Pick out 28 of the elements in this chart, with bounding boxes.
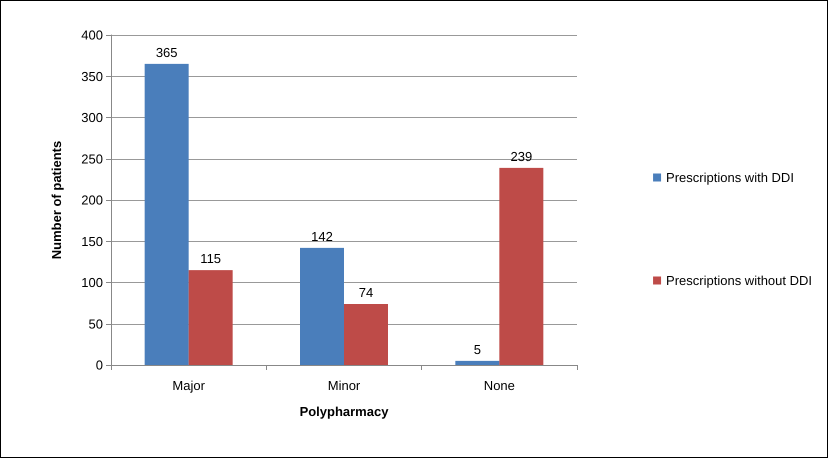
bar xyxy=(499,168,544,365)
data-label: 5 xyxy=(474,342,481,357)
y-tick-label: 350 xyxy=(81,68,103,84)
bar xyxy=(344,304,388,365)
data-label: 74 xyxy=(358,284,374,300)
data-label: 239 xyxy=(510,148,532,164)
y-tick-label: 200 xyxy=(81,192,103,208)
x-tick-label: Minor xyxy=(328,378,361,393)
data-label: 115 xyxy=(200,251,222,266)
data-label: 365 xyxy=(156,44,178,60)
y-tick-label: 50 xyxy=(88,316,103,332)
y-tick-label: 250 xyxy=(81,151,103,166)
y-tick-label: 400 xyxy=(81,28,103,42)
legend-label: Prescriptions with DDI xyxy=(666,170,794,185)
y-tick-label: 0 xyxy=(96,358,103,372)
y-tick-label: 100 xyxy=(81,275,103,290)
bar xyxy=(455,360,500,365)
x-tick-label: None xyxy=(484,378,515,393)
data-label: 142 xyxy=(311,228,333,244)
bar xyxy=(144,64,189,365)
y-tick-label: 300 xyxy=(81,110,103,125)
legend-label: Prescriptions without DDI xyxy=(666,273,812,288)
bar xyxy=(300,248,344,365)
y-tick-label: 150 xyxy=(81,234,103,249)
bar xyxy=(188,270,233,365)
y-axis-title: Number of patients xyxy=(49,140,64,260)
x-tick-label: Major xyxy=(172,378,206,393)
x-axis-title: Polypharmacy xyxy=(300,404,390,419)
